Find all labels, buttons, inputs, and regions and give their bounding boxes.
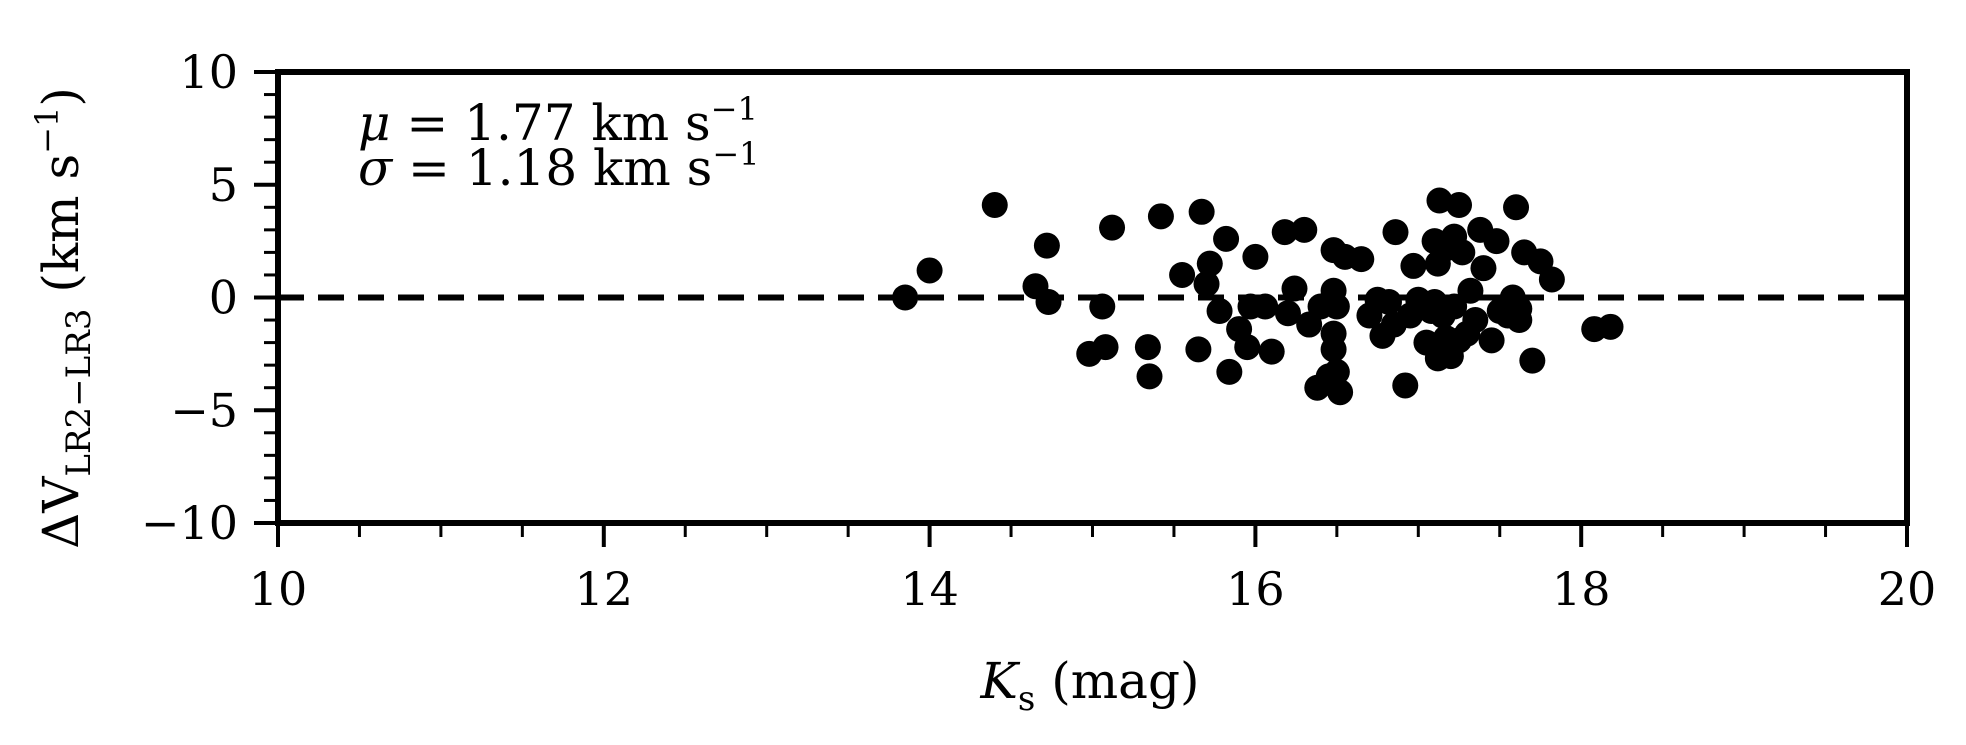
y-axis-title-sub: LR2−LR3 (59, 309, 99, 477)
data-point (1213, 225, 1240, 252)
mu-annotation: μ = 1.77 km s−1 (358, 90, 758, 152)
y-tick-label: −5 (170, 383, 238, 437)
y-axis-title-sup: −1 (28, 107, 66, 154)
data-point (1503, 194, 1530, 221)
data-point (1216, 358, 1243, 385)
x-axis-title-sub: s (1018, 679, 1035, 719)
data-point (1185, 336, 1212, 363)
x-tick-label: 14 (900, 562, 959, 616)
x-tick-label: 20 (1878, 562, 1937, 616)
data-point (1483, 228, 1510, 255)
data-point (1392, 372, 1419, 399)
data-point (1252, 293, 1279, 320)
data-point (1478, 327, 1505, 354)
mu-value: = 1.77 km s (391, 94, 711, 152)
x-tick-label: 12 (575, 562, 634, 616)
data-points (892, 187, 1624, 406)
data-point (1099, 214, 1126, 241)
sigma-value: = 1.18 km s (392, 139, 712, 197)
x-tick-label: 16 (1226, 562, 1285, 616)
data-point (1441, 293, 1468, 320)
data-point (892, 284, 919, 311)
data-point (1271, 219, 1298, 246)
data-point (916, 257, 943, 284)
x-axis-title-main: K (980, 652, 1021, 710)
data-point (1323, 293, 1350, 320)
data-point (1196, 250, 1223, 277)
y-tick-labels: 10 5 0 −5 −10 (141, 45, 238, 550)
data-point (1136, 363, 1163, 390)
y-tick-label: 0 (209, 271, 238, 325)
data-point (1092, 334, 1119, 361)
data-point (1375, 289, 1402, 316)
data-point (1597, 313, 1624, 340)
data-point (1457, 277, 1484, 304)
y-axis-title-close: ) (32, 87, 90, 107)
x-tick-label: 18 (1552, 562, 1611, 616)
data-point (1291, 216, 1318, 243)
data-point (1206, 298, 1233, 325)
data-point (1506, 295, 1533, 322)
data-point (1274, 300, 1301, 327)
sigma-unit-sup: −1 (712, 135, 759, 173)
data-point (1327, 379, 1354, 406)
y-axis-title-main: ΔV (32, 476, 90, 549)
data-point (1193, 270, 1220, 297)
sigma-annotation: σ = 1.18 km s−1 (358, 135, 759, 197)
data-point (1519, 347, 1546, 374)
sigma-symbol: σ (358, 139, 394, 197)
x-tick-label: 10 (249, 562, 308, 616)
data-point (1323, 358, 1350, 385)
data-point (1462, 307, 1489, 334)
data-point (1281, 275, 1308, 302)
data-point (1470, 255, 1497, 282)
data-point (1234, 334, 1261, 361)
data-point (1035, 289, 1062, 316)
data-point (1089, 293, 1116, 320)
y-axis-title: ΔVLR2−LR3 (km s−1) (28, 87, 99, 549)
data-point (1538, 266, 1565, 293)
data-point (1169, 261, 1196, 288)
data-point (1134, 334, 1161, 361)
data-point (1242, 243, 1269, 270)
x-tick-labels: 10 12 14 16 18 20 (249, 562, 1937, 616)
data-point (1258, 338, 1285, 365)
y-tick-label: 5 (209, 158, 238, 212)
data-point (1382, 219, 1409, 246)
data-point (1320, 336, 1347, 363)
data-point (1188, 198, 1215, 225)
data-point (1426, 187, 1453, 214)
data-point (981, 192, 1008, 219)
major-ticks (254, 70, 1909, 547)
y-tick-label: −10 (141, 496, 238, 550)
data-point (1400, 252, 1427, 279)
data-point (1348, 246, 1375, 273)
y-tick-label: 10 (179, 45, 238, 99)
data-point (1147, 203, 1174, 230)
x-axis-title-rest: (mag) (1035, 652, 1199, 710)
plot-frame (275, 69, 1910, 526)
mu-unit-sup: −1 (711, 90, 758, 128)
mu-symbol: μ (358, 94, 391, 152)
data-point (1446, 192, 1473, 219)
y-axis-title-rest: (km s (32, 154, 90, 309)
data-point (1449, 239, 1476, 266)
data-point (1033, 232, 1060, 259)
x-axis-title: Ks (mag) (980, 652, 1200, 719)
